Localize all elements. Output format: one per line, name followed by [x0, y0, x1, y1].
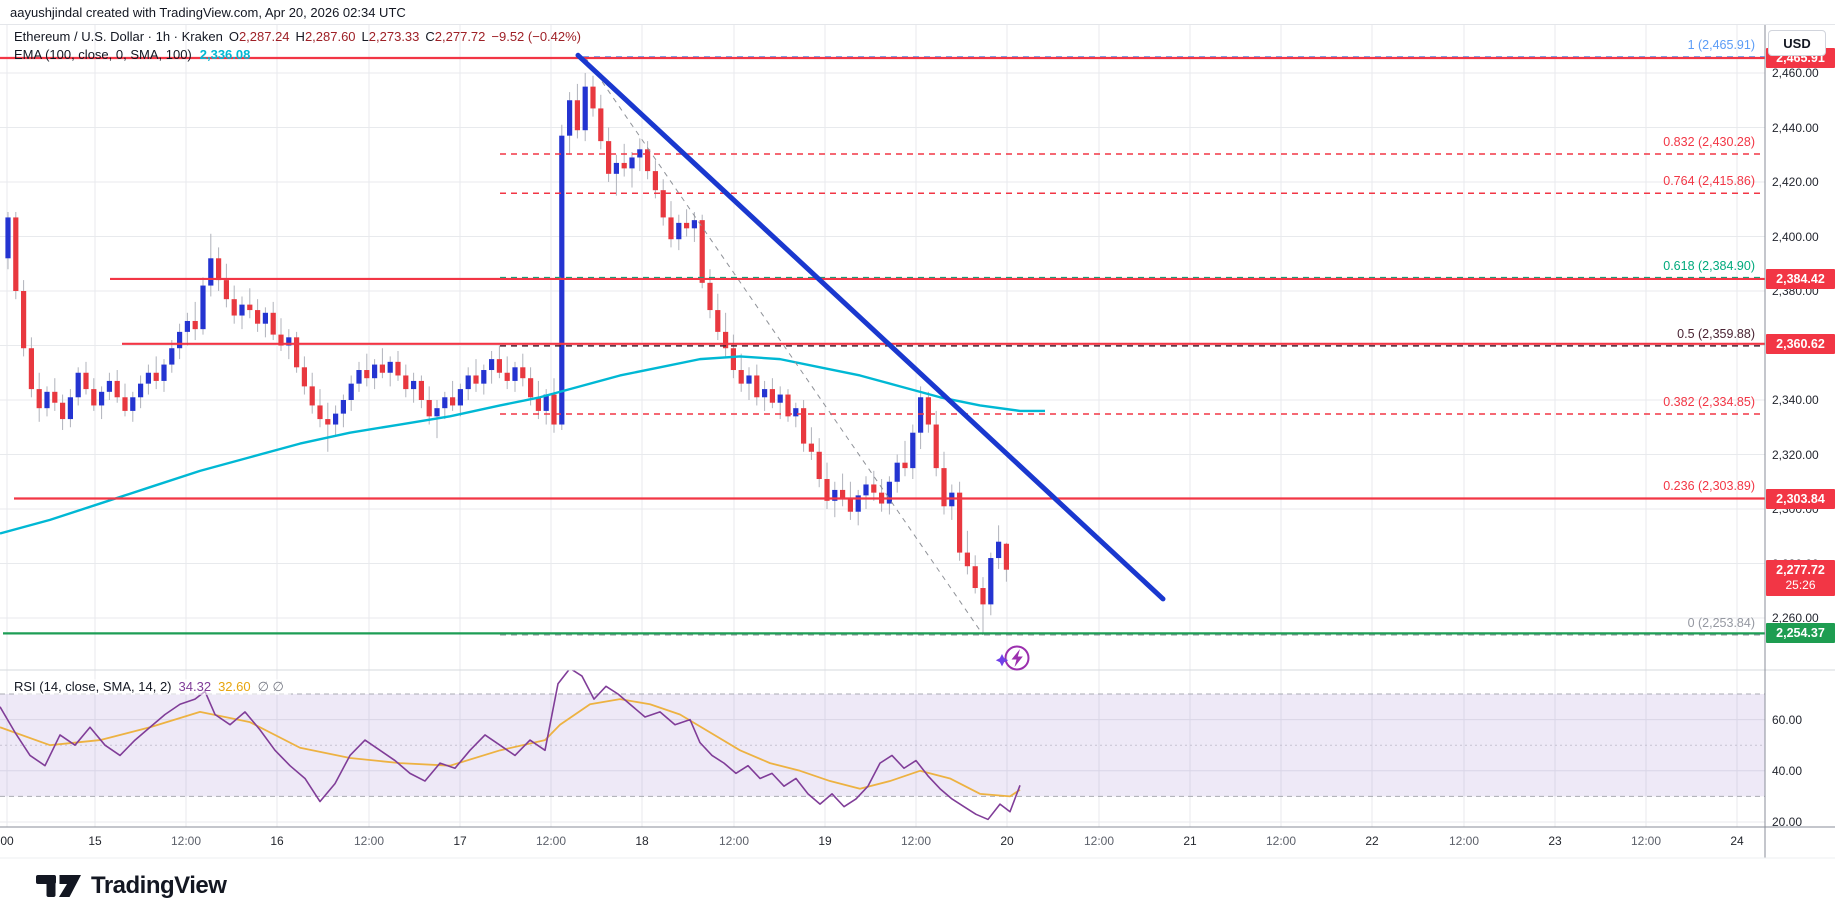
price-line-badge: 2,384.42 — [1766, 268, 1835, 289]
fib-base-line[interactable] — [584, 56, 984, 636]
ema-legend-name: EMA (100, close, 0, SMA, 100) — [14, 47, 192, 62]
fib-level-label: 0.618 (2,384.90) — [1663, 258, 1755, 273]
tradingview-logo-mark — [36, 875, 81, 897]
fib-level-label: 0 (2,253.84) — [1687, 615, 1755, 630]
fib-level-label: 0.236 (2,303.89) — [1663, 479, 1755, 494]
time-axis-label: 17 — [453, 834, 467, 848]
fib-level-label: 0.764 (2,415.86) — [1663, 174, 1755, 189]
time-axis-label: 22 — [1365, 834, 1379, 848]
time-axis-label: 12:00 — [353, 834, 385, 848]
price-tick-label: 2,420.00 — [1772, 175, 1819, 189]
ohlc-label: H — [295, 29, 305, 44]
rsi-value: 34.32 — [178, 679, 212, 694]
rsi-tick-label: 40.00 — [1772, 763, 1803, 778]
rsi-pane-lines — [0, 668, 1021, 821]
time-axis-label: 21 — [1183, 834, 1197, 848]
ema-legend[interactable]: EMA (100, close, 0, SMA, 100) 2,336.08 — [14, 47, 250, 62]
fib-retracement[interactable] — [500, 56, 1765, 636]
price-line-badge: 2,303.84 — [1766, 488, 1835, 509]
current-price-badge: 2,277.72 25:26 — [1766, 559, 1835, 596]
time-axis-label: 12:00 — [1630, 834, 1662, 848]
ohlc-value: 2,287.60 — [304, 29, 356, 44]
rsi-ma-line[interactable] — [0, 698, 1021, 798]
attribution-text: aayushjindal created with TradingView.co… — [10, 5, 406, 20]
price-tick-label: 2,340.00 — [1772, 393, 1819, 407]
fib-level-label: 1 (2,465.91) — [1687, 37, 1755, 52]
time-axis-label: 12:00 — [535, 834, 567, 848]
price-tick-label: 2,440.00 — [1772, 120, 1819, 135]
candles-group — [5, 73, 1009, 635]
time-axis-label: 15 — [88, 834, 102, 848]
sparkle-icon — [995, 654, 1009, 667]
tradingview-wordmark: TradingView — [91, 872, 227, 899]
time-axis-label: 23 — [1548, 834, 1562, 848]
time-axis-label: 00 — [0, 834, 14, 848]
time-axis-label: 12:00 — [1448, 834, 1480, 848]
ohlc-value: 2,273.33 — [368, 29, 420, 44]
price-tick-label: 2,400.00 — [1772, 229, 1819, 244]
currency-toggle-button[interactable]: USD — [1768, 30, 1826, 56]
flash-icon[interactable] — [995, 645, 1030, 671]
ohlc-label: C — [425, 29, 435, 44]
price-axis-background[interactable] — [1766, 25, 1835, 858]
change-value: −9.52 (−0.42%) — [491, 29, 582, 44]
fib-level-label: 0.5 (2,359.88) — [1677, 326, 1755, 341]
fib-level-label: 0.832 (2,430.28) — [1663, 134, 1755, 149]
symbol-legend[interactable]: Ethereum / U.S. Dollar · 1h · Kraken O2,2… — [14, 29, 581, 44]
horizontal-lines[interactable] — [0, 56, 1765, 635]
chart-top-border — [0, 24, 1835, 25]
rsi-tick-label: 20.00 — [1772, 815, 1803, 829]
price-line-badge: 2,254.37 — [1766, 623, 1835, 644]
time-axis-label: 12:00 — [718, 834, 750, 848]
time-axis-label: 12:00 — [170, 834, 202, 848]
price-tick-label: 2,460.00 — [1772, 66, 1819, 80]
bar-countdown: 25:26 — [1785, 577, 1816, 592]
time-axis-label: 12:00 — [900, 834, 932, 848]
trend-line[interactable] — [575, 52, 1166, 602]
ohlc-value: 2,277.72 — [434, 29, 486, 44]
time-axis-label: 18 — [635, 834, 649, 848]
rsi-ma-value: 32.60 — [218, 679, 251, 694]
grid — [0, 25, 1765, 827]
rsi-legend-name: RSI (14, close, SMA, 14, 2) — [14, 679, 172, 694]
rsi-legend[interactable]: RSI (14, close, SMA, 14, 2) 34.32 32.60 ∅ ∅ — [14, 679, 291, 695]
ohlc-value: 2,287.24 — [238, 29, 290, 44]
price-tick-label: 2,260.00 — [1772, 611, 1819, 625]
fib-level-label: 0.382 (2,334.85) — [1663, 395, 1755, 410]
current-price-value: 2,277.72 — [1776, 562, 1825, 577]
price-line-badge: 2,360.62 — [1766, 333, 1835, 354]
time-axis-label: 24 — [1730, 834, 1744, 848]
tradingview-logo[interactable]: TradingView — [36, 872, 227, 900]
rsi-extra-values: ∅ ∅ — [257, 679, 284, 694]
ema-line[interactable] — [0, 355, 1045, 535]
rsi-band — [0, 693, 1765, 797]
ema-legend-value: 2,336.08 — [199, 47, 251, 62]
rsi-tick-label: 60.00 — [1772, 712, 1803, 727]
ohlc-label: O — [228, 29, 239, 44]
time-axis-label: 12:00 — [1083, 834, 1115, 848]
rsi-line[interactable] — [0, 668, 1021, 821]
time-axis-label: 20 — [1000, 834, 1014, 848]
ohlc-label: L — [361, 29, 369, 44]
time-axis-label: 12:00 — [1265, 834, 1297, 848]
price-tick-label: 2,320.00 — [1772, 447, 1819, 462]
time-axis-label: 19 — [818, 834, 832, 848]
symbol-title: Ethereum / U.S. Dollar · 1h · Kraken — [14, 29, 223, 44]
time-axis-label: 16 — [270, 834, 284, 848]
